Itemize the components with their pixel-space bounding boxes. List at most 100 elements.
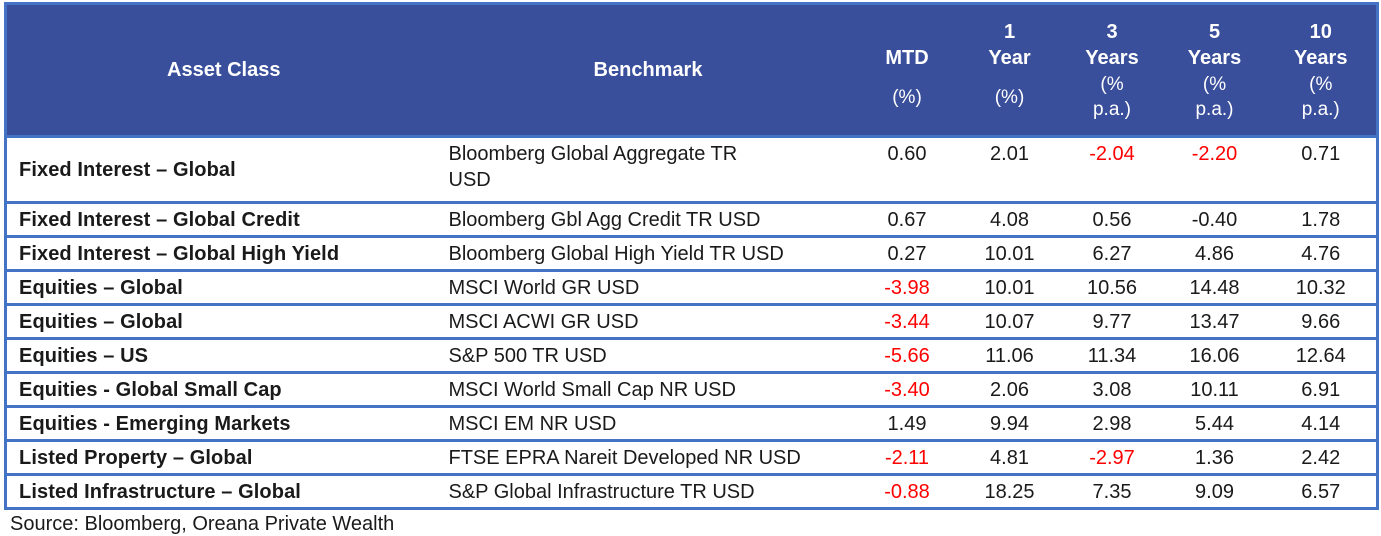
header-unit-line: (% (1100, 74, 1124, 96)
column-header-mtd: MTD (%) (855, 3, 959, 137)
value-cell-3y: 11.34 (1060, 337, 1164, 373)
value-cell-1y: 10.07 (958, 303, 1061, 339)
header-unit-line: (% (1202, 74, 1227, 96)
asset-class-header-label: Asset Class (167, 59, 281, 81)
column-header-asset-class: Asset Class (5, 3, 441, 137)
column-header-5-years: 5 Years (% p.a.) (1163, 3, 1266, 137)
table-body: Fixed Interest – Global Bloomberg Global… (5, 135, 1378, 509)
benchmark-text: Bloomberg Global Aggregate TR USD (448, 143, 738, 191)
value-cell-mtd: 1.49 (855, 405, 959, 441)
benchmark-text: MSCI World Small Cap NR USD (448, 379, 736, 401)
header-title-line: 10 (1309, 21, 1332, 43)
benchmark-text: MSCI World GR USD (448, 277, 640, 299)
value-cell-5y: 14.48 (1163, 269, 1266, 305)
benchmark-header-label: Benchmark (593, 59, 703, 81)
value-cell-10y: 2.42 (1265, 439, 1378, 475)
column-header-benchmark: Benchmark (440, 3, 856, 137)
benchmark-cell: Bloomberg Gbl Agg Credit TR USD (440, 201, 856, 237)
header-unit-line: p.a.) (1195, 99, 1234, 120)
asset-class-cell: Equities – Global (5, 269, 441, 305)
header-title-line: 5 (1208, 21, 1221, 43)
column-header-10-years: 10 Years (% p.a.) (1265, 3, 1378, 137)
source-text: Source: Bloomberg, Oreana Private Wealth (10, 513, 395, 535)
header-title-line: Years (1085, 47, 1139, 69)
benchmark-text: Bloomberg Gbl Agg Credit TR USD (448, 209, 761, 231)
value-cell-5y: 5.44 (1163, 405, 1266, 441)
value-cell-5y: 1.36 (1163, 439, 1266, 475)
asset-class-cell: Equities - Emerging Markets (5, 405, 441, 441)
value-cell-mtd: 0.60 (855, 135, 959, 203)
column-header-1-year: 1 Year (%) (958, 3, 1061, 137)
header-unit-line: (%) (892, 86, 922, 108)
value-cell-1y: 10.01 (958, 269, 1061, 305)
asset-class-cell: Fixed Interest – Global Credit (5, 201, 441, 237)
value-cell-5y: -0.40 (1163, 201, 1266, 237)
value-cell-1y: 9.94 (958, 405, 1061, 441)
column-header-3-years: 3 Years (% p.a.) (1060, 3, 1164, 137)
benchmark-cell: MSCI ACWI GR USD (440, 303, 856, 339)
value-cell-5y: -2.20 (1163, 135, 1266, 203)
benchmark-text: MSCI ACWI GR USD (448, 311, 639, 333)
asset-class-cell: Equities – Global (5, 303, 441, 339)
header-row: Asset Class Benchmark MTD (%) (5, 3, 1378, 137)
benchmark-cell: MSCI EM NR USD (440, 405, 856, 441)
value-cell-mtd: 0.27 (855, 235, 959, 271)
value-cell-3y: 10.56 (1060, 269, 1164, 305)
value-cell-mtd: -0.88 (855, 473, 959, 509)
benchmark-cell: Bloomberg Global Aggregate TR USD (440, 135, 856, 203)
header-title-line: 1 (1003, 21, 1016, 43)
header-title-line: 3 (1106, 21, 1118, 43)
benchmark-cell: MSCI World Small Cap NR USD (440, 371, 856, 407)
value-cell-10y: 10.32 (1265, 269, 1378, 305)
asset-class-cell: Equities – US (5, 337, 441, 373)
value-cell-3y: 0.56 (1060, 201, 1164, 237)
benchmark-text: Bloomberg Global High Yield TR USD (448, 243, 784, 265)
value-cell-1y: 18.25 (958, 473, 1061, 509)
asset-class-cell: Equities - Global Small Cap (5, 371, 441, 407)
benchmark-cell: Bloomberg Global High Yield TR USD (440, 235, 856, 271)
value-cell-mtd: -2.11 (855, 439, 959, 475)
value-cell-mtd: -5.66 (855, 337, 959, 373)
performance-table: Asset Class Benchmark MTD (%) (4, 2, 1379, 510)
value-cell-mtd: -3.40 (855, 371, 959, 407)
value-cell-mtd: 0.67 (855, 201, 959, 237)
value-cell-3y: 7.35 (1060, 473, 1164, 509)
table-row: Fixed Interest – Global High Yield Bloom… (5, 235, 1378, 271)
header-unit-line: p.a.) (1301, 99, 1340, 120)
value-cell-10y: 4.14 (1265, 405, 1378, 441)
header-title-line: MTD (885, 47, 929, 69)
header-unit-line: (%) (994, 86, 1025, 108)
value-cell-5y: 4.86 (1163, 235, 1266, 271)
table-row: Equities – Global MSCI World GR USD -3.9… (5, 269, 1378, 305)
value-cell-10y: 9.66 (1265, 303, 1378, 339)
table-row: Equities - Global Small Cap MSCI World S… (5, 371, 1378, 407)
asset-class-cell: Listed Property – Global (5, 439, 441, 475)
value-cell-1y: 4.08 (958, 201, 1061, 237)
benchmark-text: S&P 500 TR USD (448, 345, 607, 367)
table-row: Listed Property – Global FTSE EPRA Narei… (5, 439, 1378, 475)
value-cell-3y: 9.77 (1060, 303, 1164, 339)
benchmark-cell: FTSE EPRA Nareit Developed NR USD (440, 439, 856, 475)
benchmark-cell: MSCI World GR USD (440, 269, 856, 305)
value-cell-1y: 10.01 (958, 235, 1061, 271)
table-row: Equities – Global MSCI ACWI GR USD -3.44… (5, 303, 1378, 339)
value-cell-3y: 3.08 (1060, 371, 1164, 407)
table-row: Fixed Interest – Global Bloomberg Global… (5, 135, 1378, 203)
benchmark-cell: S&P 500 TR USD (440, 337, 856, 373)
header-unit-line: p.a.) (1092, 99, 1132, 120)
value-cell-10y: 0.71 (1265, 135, 1378, 203)
table-header: Asset Class Benchmark MTD (%) (5, 3, 1378, 137)
value-cell-1y: 2.01 (958, 135, 1061, 203)
value-cell-10y: 1.78 (1265, 201, 1378, 237)
value-cell-3y: -2.04 (1060, 135, 1164, 203)
benchmark-text: FTSE EPRA Nareit Developed NR USD (448, 447, 801, 469)
benchmark-text: S&P Global Infrastructure TR USD (448, 481, 755, 503)
value-cell-10y: 4.76 (1265, 235, 1378, 271)
value-cell-10y: 6.91 (1265, 371, 1378, 407)
value-cell-5y: 13.47 (1163, 303, 1266, 339)
table-row: Equities - Emerging Markets MSCI EM NR U… (5, 405, 1378, 441)
value-cell-5y: 9.09 (1163, 473, 1266, 509)
benchmark-text: MSCI EM NR USD (448, 413, 617, 435)
value-cell-mtd: -3.44 (855, 303, 959, 339)
